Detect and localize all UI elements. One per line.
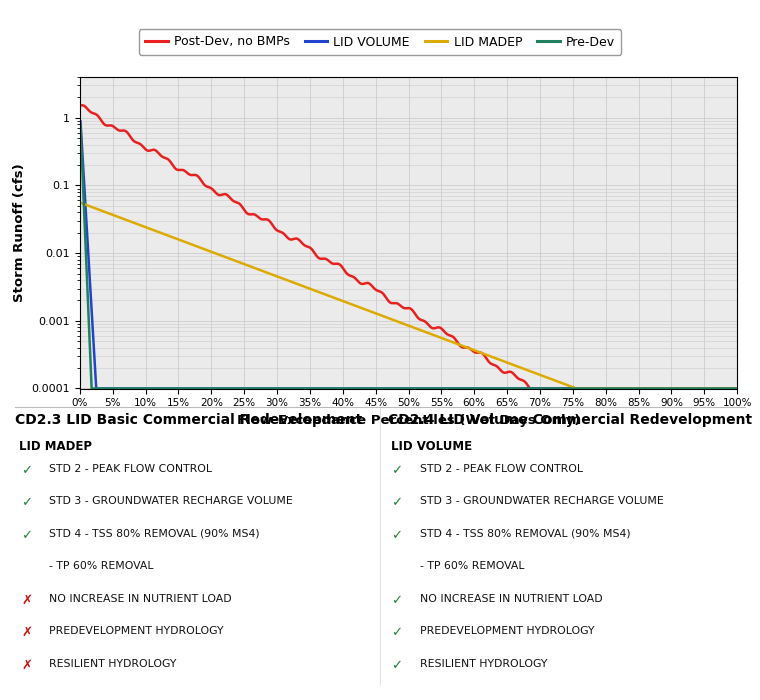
Text: RESILIENT HYDROLOGY: RESILIENT HYDROLOGY [420, 659, 547, 668]
Text: STD 2 - PEAK FLOW CONTROL: STD 2 - PEAK FLOW CONTROL [49, 463, 212, 474]
Text: ✗: ✗ [21, 659, 33, 672]
Text: PREDEVELOPMENT HYDROLOGY: PREDEVELOPMENT HYDROLOGY [420, 626, 594, 636]
Text: STD 3 - GROUNDWATER RECHARGE VOLUME: STD 3 - GROUNDWATER RECHARGE VOLUME [420, 496, 663, 506]
Text: ✓: ✓ [21, 528, 33, 542]
Text: NO INCREASE IN NUTRIENT LOAD: NO INCREASE IN NUTRIENT LOAD [49, 594, 232, 603]
Text: ✓: ✓ [391, 528, 403, 542]
Legend: Post-Dev, no BMPs, LID VOLUME, LID MADEP, Pre-Dev: Post-Dev, no BMPs, LID VOLUME, LID MADEP… [139, 29, 621, 55]
X-axis label: Flow-Exceedance Percentiles (Wet Days Only): Flow-Exceedance Percentiles (Wet Days On… [237, 414, 580, 427]
Text: ✗: ✗ [21, 594, 33, 607]
Y-axis label: Storm Runoff (cfs): Storm Runoff (cfs) [13, 163, 26, 302]
Text: PREDEVELOPMENT HYDROLOGY: PREDEVELOPMENT HYDROLOGY [49, 626, 224, 636]
Text: STD 3 - GROUNDWATER RECHARGE VOLUME: STD 3 - GROUNDWATER RECHARGE VOLUME [49, 496, 293, 506]
Text: ✓: ✓ [391, 626, 403, 639]
Text: LID VOLUME: LID VOLUME [391, 440, 473, 453]
Text: STD 2 - PEAK FLOW CONTROL: STD 2 - PEAK FLOW CONTROL [420, 463, 582, 474]
Text: NO INCREASE IN NUTRIENT LOAD: NO INCREASE IN NUTRIENT LOAD [420, 594, 602, 603]
Text: STD 4 - TSS 80% REMOVAL (90% MS4): STD 4 - TSS 80% REMOVAL (90% MS4) [420, 528, 630, 539]
Text: RESILIENT HYDROLOGY: RESILIENT HYDROLOGY [49, 659, 177, 668]
Text: ✓: ✓ [391, 659, 403, 672]
Text: - TP 60% REMOVAL: - TP 60% REMOVAL [420, 561, 524, 571]
Text: STD 4 - TSS 80% REMOVAL (90% MS4): STD 4 - TSS 80% REMOVAL (90% MS4) [49, 528, 260, 539]
Text: - TP 60% REMOVAL: - TP 60% REMOVAL [49, 561, 154, 571]
Text: CD2.4 LID Volume Commercial Redevelopment: CD2.4 LID Volume Commercial Redevelopmen… [388, 412, 752, 426]
Text: LID MADEP: LID MADEP [19, 440, 92, 453]
Text: ✓: ✓ [21, 496, 33, 509]
Text: ✓: ✓ [391, 463, 403, 477]
Text: ✓: ✓ [391, 594, 403, 607]
Text: ✓: ✓ [21, 463, 33, 477]
Text: ✗: ✗ [21, 626, 33, 639]
Text: CD2.3 LID Basic Commercial Redevelopment: CD2.3 LID Basic Commercial Redevelopment [15, 412, 363, 426]
Text: ✓: ✓ [391, 496, 403, 509]
